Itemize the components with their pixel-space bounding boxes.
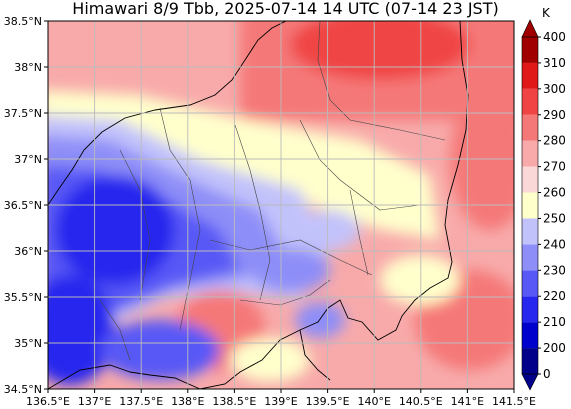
lon-tick-label: 136.5°E	[26, 395, 70, 408]
lon-tick-label: 141°E	[451, 395, 484, 408]
colorbar-tick-label: 310	[543, 56, 566, 70]
colorbar-tick-label: 260	[543, 186, 566, 200]
lat-axis: 34.5°N 35°N 35.5°N 36°N 36.5°N 37°N 37.5°N 38°N…	[4, 15, 48, 396]
colorbar-segment	[522, 296, 538, 323]
lat-tick-label: 36°N	[14, 245, 42, 258]
lat-tick-label: 35.5°N	[4, 291, 42, 304]
map-title: Himawari 8/9 Tbb, 2025-07-14 14 UTC (07-…	[72, 0, 499, 18]
colorbar-unit: K	[542, 6, 551, 20]
lon-tick-label: 141.5°E	[492, 395, 536, 408]
colorbar-segment	[522, 322, 538, 349]
colorbar-segment	[522, 244, 538, 271]
colorbar-tick-label: 240	[543, 237, 566, 251]
colorbar-tick-label: 270	[543, 160, 566, 174]
colorbar-tick-label: 230	[543, 263, 566, 277]
lat-tick-label: 36.5°N	[4, 199, 42, 212]
colorbar-segment	[522, 140, 538, 167]
lon-tick-label: 138.5°E	[212, 395, 256, 408]
colorbar-segment	[522, 37, 538, 63]
colorbar: 0 200 210 220 230 240 250 260 270 280 290 300 310 400…	[521, 6, 566, 391]
colorbar-tick-label: 210	[543, 315, 566, 329]
colorbar-tick-label: 400	[543, 30, 566, 44]
colorbar-segment	[522, 62, 538, 89]
colorbar-segment	[522, 88, 538, 115]
colorbar-tick-label: 250	[543, 211, 566, 225]
lon-tick-label: 137°E	[78, 395, 111, 408]
lon-tick-label: 140.5°E	[399, 395, 443, 408]
colorbar-extend-max	[521, 19, 539, 38]
colorbar-segment	[522, 114, 538, 141]
lon-tick-label: 137.5°E	[119, 395, 163, 408]
lat-tick-label: 34.5°N	[4, 383, 42, 396]
colorbar-tick-label: 290	[543, 108, 566, 122]
colorbar-segment	[522, 192, 538, 219]
colorbar-tick-label: 280	[543, 134, 566, 148]
lat-tick-label: 38°N	[14, 61, 42, 74]
colorbar-tick-label: 200	[543, 341, 566, 355]
lon-tick-label: 139°E	[264, 395, 297, 408]
lat-tick-label: 38.5°N	[4, 15, 42, 28]
lon-tick-label: 138°E	[171, 395, 204, 408]
lon-axis: 136.5°E 137°E 137.5°E 138°E 138.5°E 139°E 139.…	[26, 389, 536, 408]
lat-tick-label: 35°N	[14, 337, 42, 350]
colorbar-tick-label: 220	[543, 289, 566, 303]
lon-tick-label: 140°E	[357, 395, 390, 408]
lat-tick-label: 37°N	[14, 153, 42, 166]
colorbar-extend-min	[521, 373, 539, 391]
coastline	[48, 21, 469, 389]
colorbar-frame	[521, 36, 539, 375]
colorbar-segment	[522, 166, 538, 193]
colorbar-segment	[522, 348, 538, 374]
lat-tick-label: 37.5°N	[4, 107, 42, 120]
colorbar-segment	[522, 218, 538, 245]
colorbar-tick-label: 300	[543, 82, 566, 96]
colorbar-tick-label: 0	[543, 367, 551, 381]
colorbar-segment	[522, 270, 538, 297]
lon-tick-label: 139.5°E	[306, 395, 350, 408]
